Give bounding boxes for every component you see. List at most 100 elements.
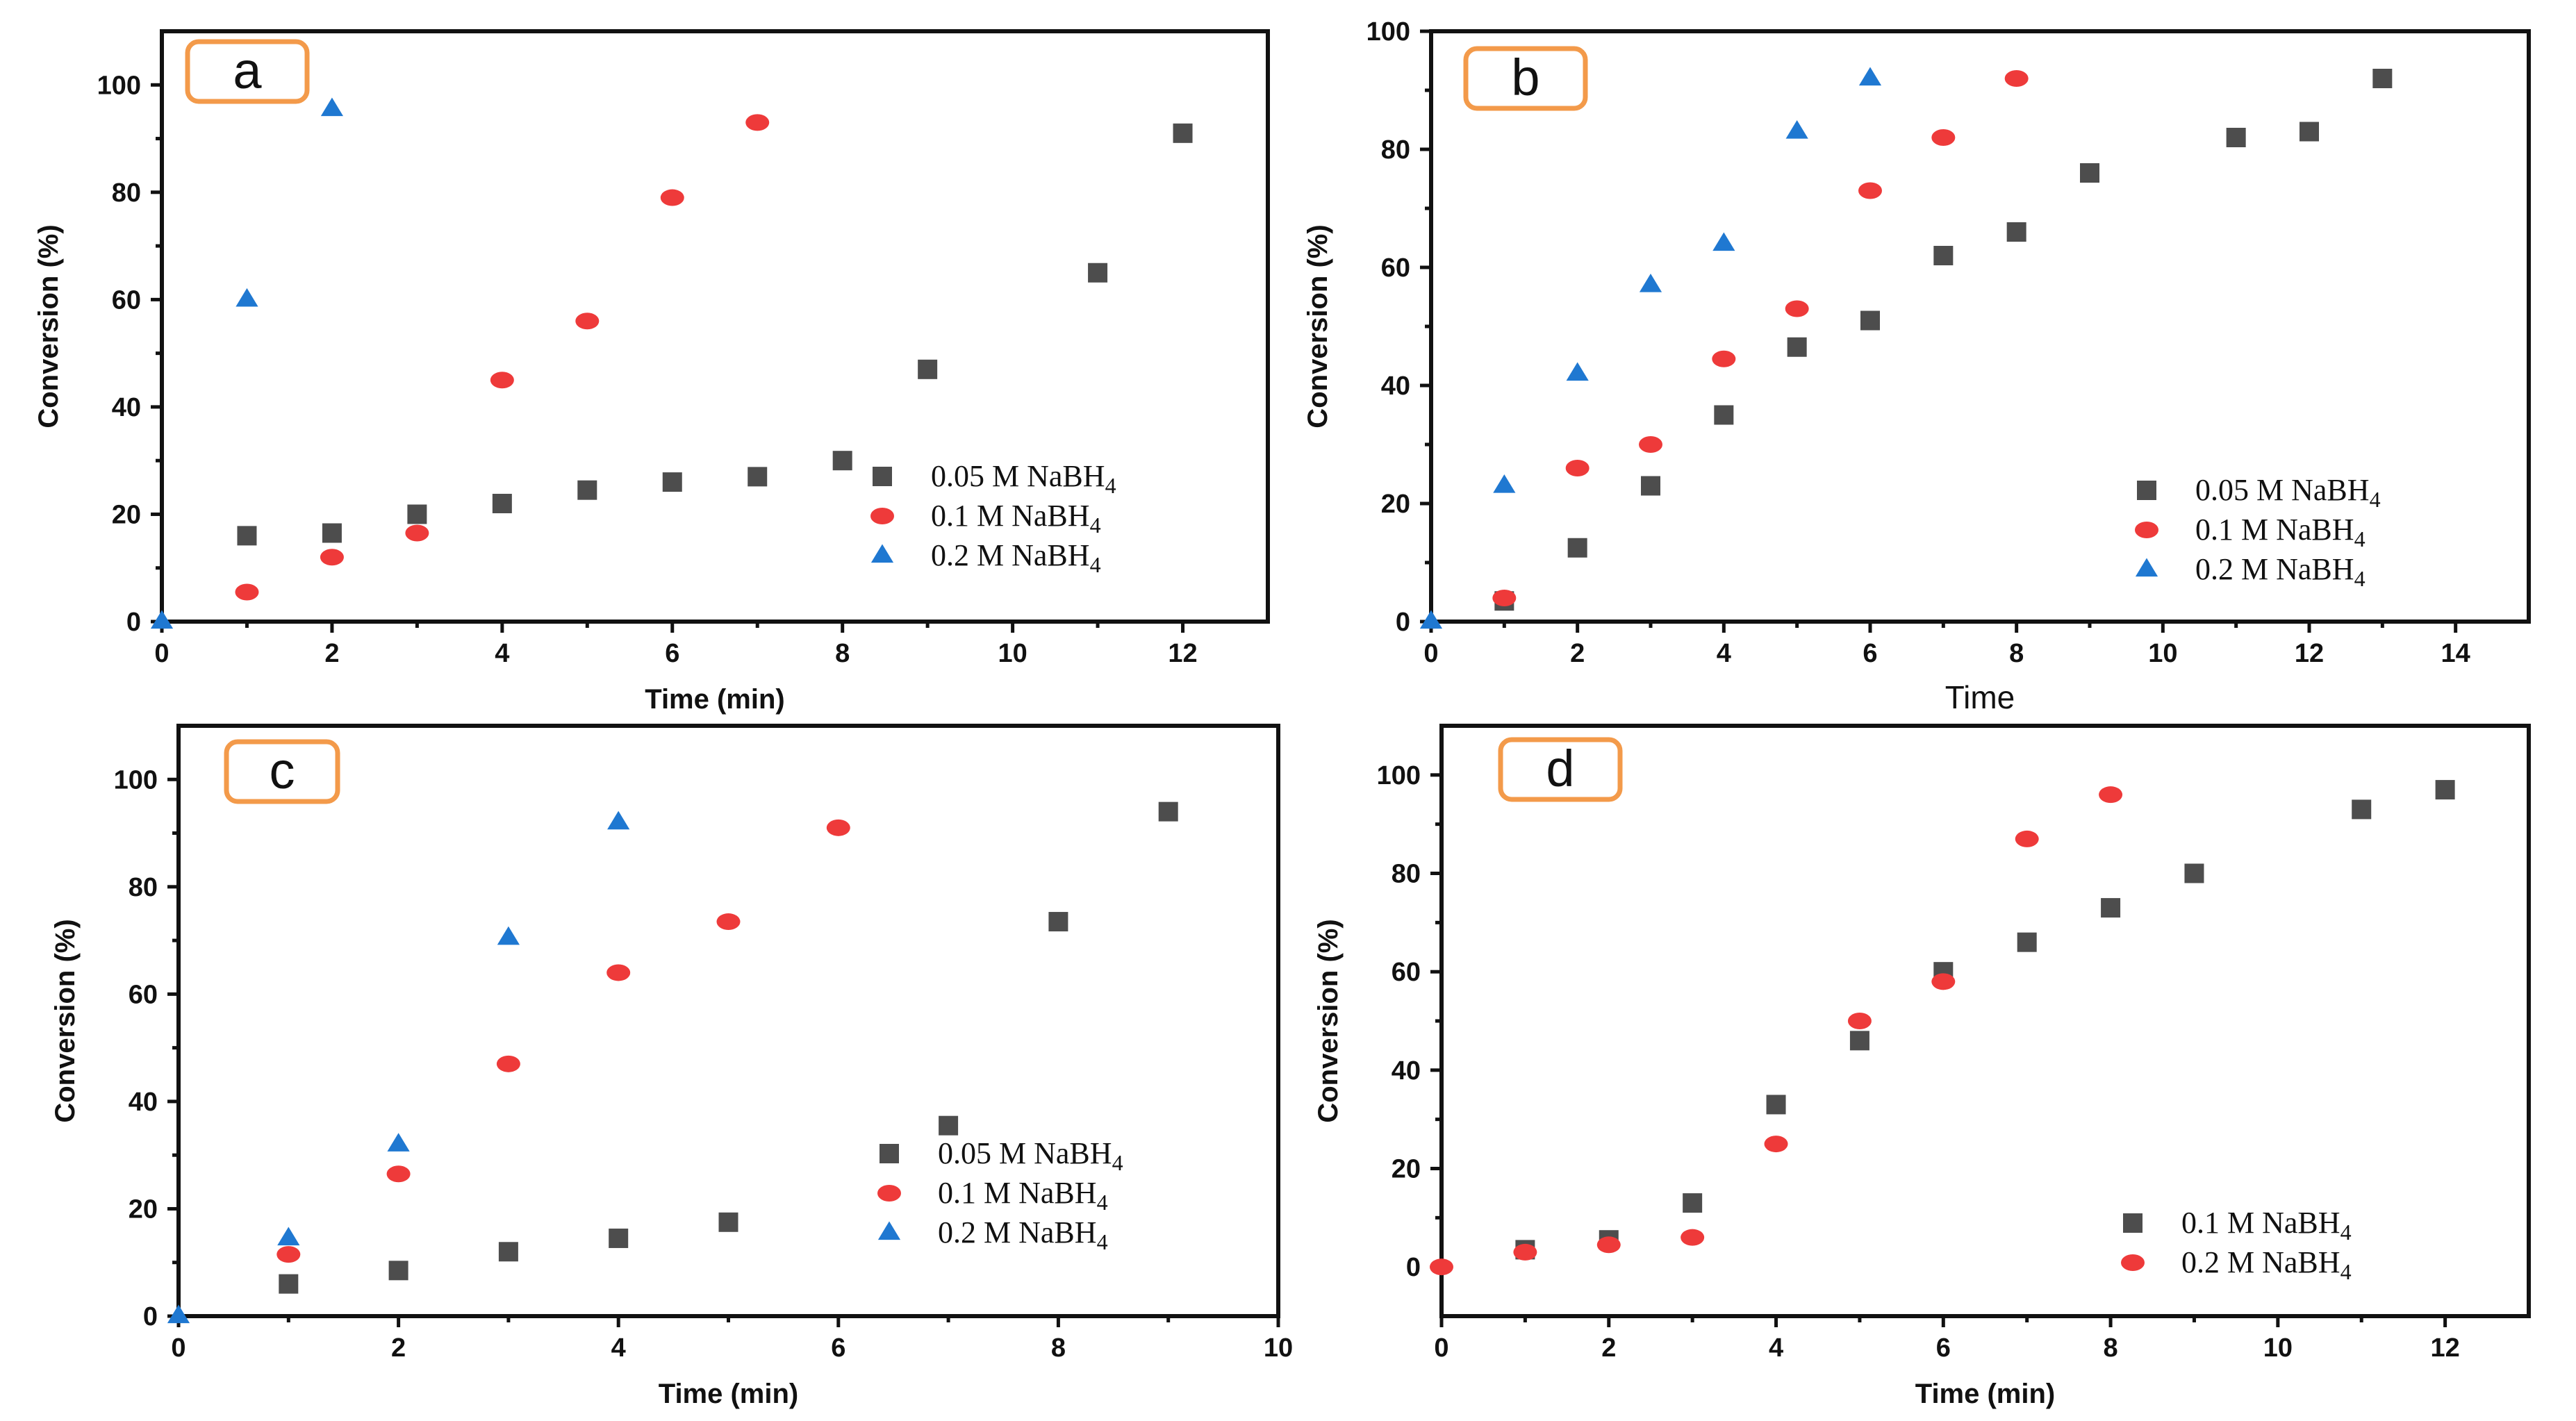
data-point <box>1712 232 1735 251</box>
legend-subscript: 4 <box>1097 1190 1108 1215</box>
series-circle <box>1492 70 2029 606</box>
y-axis-title: Conversion (%) <box>50 919 81 1122</box>
x-tick-label: 2 <box>1601 1333 1616 1363</box>
legend-subscript: 4 <box>1097 1229 1108 1254</box>
legend-label: 0.05 M NaBH4 <box>2195 473 2381 512</box>
y-tick-label: 100 <box>1367 17 1410 47</box>
data-point <box>718 1212 738 1232</box>
data-point <box>1639 436 1662 453</box>
x-tick-label: 10 <box>998 639 1027 668</box>
x-tick-label: 8 <box>1051 1333 1066 1363</box>
series-square <box>1515 780 2455 1260</box>
data-point <box>2435 780 2455 800</box>
data-point <box>236 288 258 307</box>
y-tick-label: 60 <box>112 285 141 315</box>
legend-label: 0.1 M NaBH4 <box>938 1176 1108 1215</box>
data-point <box>1567 538 1587 558</box>
x-tick-label: 6 <box>831 1333 845 1363</box>
data-point <box>387 1133 410 1152</box>
legend-marker <box>873 467 892 486</box>
legend-label: 0.1 M NaBH4 <box>931 499 1101 538</box>
panel-b: 0 2 4 6 8 10 12 14 0 20 40 60 80 100 Time Conversion (%… <box>1303 17 2531 715</box>
data-point <box>276 1246 301 1263</box>
panel-label-box <box>1498 737 1623 802</box>
data-point <box>279 1274 299 1294</box>
legend-marker <box>877 1185 901 1202</box>
data-point <box>1565 460 1590 476</box>
panel-d: 0 2 4 6 8 10 12 0 20 40 60 80 100 Time (min) Conversio… <box>1313 724 2531 1409</box>
y-tick-label: 60 <box>129 980 158 1009</box>
y-axis-title: Conversion (%) <box>1313 919 1344 1122</box>
data-point <box>606 964 631 981</box>
series-triangle <box>1419 67 1882 629</box>
data-point <box>1847 1013 1872 1029</box>
x-tick-label: 10 <box>1264 1333 1293 1363</box>
data-point <box>1641 476 1660 496</box>
y-tick-label: 20 <box>1392 1155 1421 1184</box>
y-axis-title: Conversion (%) <box>33 224 64 428</box>
x-tick-label: 2 <box>324 639 339 668</box>
legend-marker <box>2123 1213 2142 1233</box>
y-tick-label: 80 <box>1392 860 1421 889</box>
data-point <box>1931 129 1956 146</box>
data-point <box>826 819 850 836</box>
data-point <box>1430 1258 1453 1276</box>
data-point <box>1712 350 1736 367</box>
legend-marker <box>880 1144 899 1163</box>
data-point <box>832 451 852 471</box>
y-tick-label: 100 <box>114 765 158 795</box>
data-point <box>1714 405 1734 425</box>
series-circle <box>1430 786 2123 1276</box>
data-point <box>2226 128 2246 147</box>
data-point <box>1849 1031 1869 1051</box>
data-point <box>716 913 741 931</box>
x-tick-label: 6 <box>1863 639 1877 668</box>
x-tick-label: 4 <box>1717 639 1731 668</box>
data-point <box>662 472 682 492</box>
panel-label: a <box>233 42 262 99</box>
x-tick-label: 4 <box>1769 1333 1783 1363</box>
data-point <box>1173 123 1193 143</box>
series-triangle <box>150 97 344 629</box>
data-point <box>1860 310 1880 331</box>
legend-label: 0.2 M NaBH4 <box>2195 552 2366 591</box>
plot-frame <box>160 29 1270 624</box>
data-point <box>660 189 684 206</box>
x-tick-label: 8 <box>2104 1333 2118 1363</box>
y-tick-label: 100 <box>97 71 141 100</box>
legend-label: 0.1 M NaBH4 <box>2181 1206 2352 1245</box>
x-tick-label: 0 <box>154 639 169 668</box>
data-point <box>1787 337 1807 357</box>
data-point <box>1858 67 1882 86</box>
data-point <box>1858 182 1882 199</box>
legend-subscript: 4 <box>1090 513 1101 538</box>
data-point <box>496 1055 520 1072</box>
data-point <box>150 610 174 629</box>
data-point <box>497 926 520 945</box>
data-point <box>277 1227 300 1246</box>
y-tick-label: 20 <box>1381 490 1410 519</box>
x-tick-label: 12 <box>1168 639 1197 668</box>
legend-marker <box>2121 1254 2145 1271</box>
legend-label: 0.2 M NaBH4 <box>931 538 1101 577</box>
panel-label: b <box>1511 49 1539 106</box>
data-point <box>1785 300 1809 317</box>
legend-subscript: 4 <box>1112 1150 1123 1175</box>
y-tick-label: 60 <box>1381 254 1410 283</box>
data-point <box>1513 1243 1537 1261</box>
legend-subscript: 4 <box>1090 552 1101 577</box>
data-point <box>1492 590 1517 606</box>
data-point <box>2352 799 2372 820</box>
data-point <box>1933 246 1954 265</box>
data-point <box>407 504 427 524</box>
x-tick-label: 0 <box>1434 1333 1448 1363</box>
y-tick-label: 0 <box>126 608 141 637</box>
data-point <box>2006 222 2026 242</box>
panel-label: c <box>270 742 295 799</box>
data-point <box>322 523 342 543</box>
legend-subscript: 4 <box>2354 566 2366 591</box>
data-point <box>2101 898 2121 918</box>
